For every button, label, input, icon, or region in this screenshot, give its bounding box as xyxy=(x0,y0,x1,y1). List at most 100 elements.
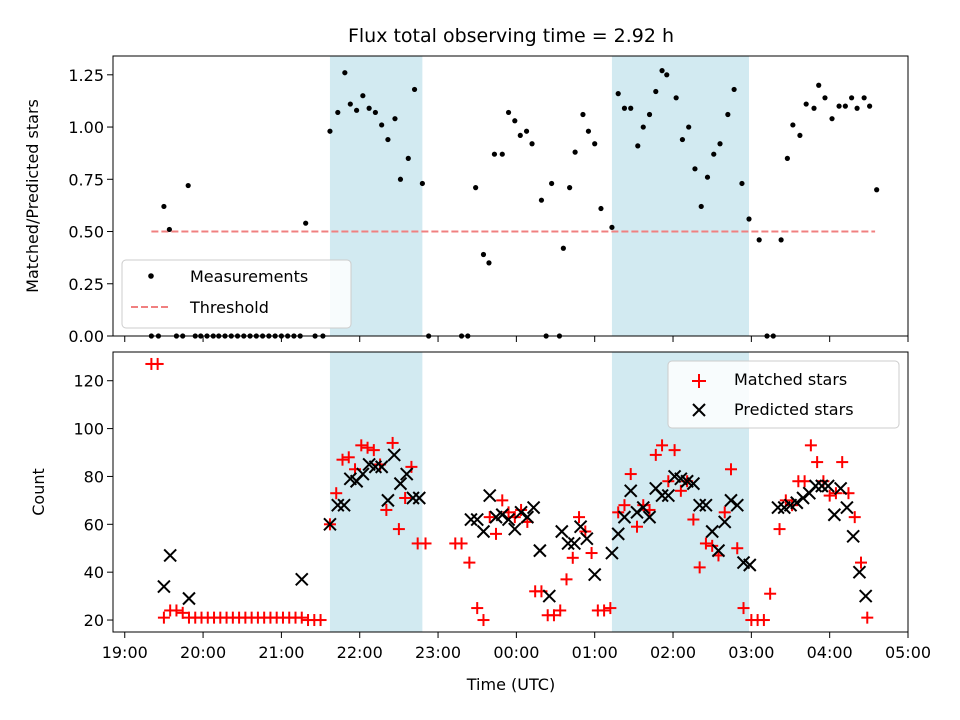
matched-star-point xyxy=(361,441,374,454)
predicted-marker-stroke xyxy=(833,481,848,496)
predicted-marker-stroke xyxy=(182,591,196,606)
matched-star-point xyxy=(861,611,874,624)
matched-star-point xyxy=(624,468,637,481)
measurement-point xyxy=(746,216,752,222)
predicted-star-point xyxy=(655,488,669,503)
predicted-star-point xyxy=(323,517,337,532)
predicted-star-point xyxy=(542,589,556,603)
predicted-star-point xyxy=(567,536,582,551)
y-tick-label: 80 xyxy=(84,467,104,486)
matched-star-point xyxy=(662,475,675,488)
predicted-marker-stroke xyxy=(381,493,395,508)
predicted-star-point xyxy=(815,479,829,493)
matched-star-point xyxy=(176,606,189,619)
top-x-ticks xyxy=(124,336,909,342)
predicted-star-point xyxy=(374,460,389,474)
x-tick-label: 00:00 xyxy=(493,643,539,662)
predicted-marker-stroke xyxy=(387,448,401,462)
bottom-y-ticks: 20 40 60 80 100 120 xyxy=(73,372,113,630)
matched-star-point xyxy=(731,542,744,555)
measurement-point xyxy=(659,68,665,74)
predicted-marker-stroke xyxy=(157,579,171,594)
measurement-point xyxy=(405,155,411,161)
predicted-star-point xyxy=(580,531,594,546)
measurement-point xyxy=(592,141,598,147)
y-tick-label: 0.00 xyxy=(68,327,104,346)
predicted-star-point xyxy=(605,546,619,560)
predicted-star-point xyxy=(356,467,370,481)
measurement-point xyxy=(704,174,711,180)
measurement-point xyxy=(379,122,385,128)
measurement-point xyxy=(397,176,404,182)
predicted-marker-stroke xyxy=(661,488,676,503)
predicted-marker-stroke xyxy=(331,498,345,512)
legend-matched-label: Matched stars xyxy=(734,370,847,389)
matched-star-point xyxy=(773,523,786,536)
matched-star-point xyxy=(405,460,418,473)
x-tick-label: 02:00 xyxy=(650,643,696,662)
y-tick-label: 100 xyxy=(73,420,104,439)
predicted-star-point xyxy=(508,522,522,536)
predicted-marker-stroke xyxy=(617,510,632,524)
measurement-point xyxy=(854,105,860,111)
predicted-marker-stroke xyxy=(655,488,669,503)
measurement-point xyxy=(609,224,615,230)
predicted-marker-stroke xyxy=(790,496,804,510)
predicted-marker-stroke xyxy=(163,548,177,563)
matched-star-point xyxy=(471,602,484,615)
predicted-star-point xyxy=(617,510,632,524)
measurement-point xyxy=(360,93,366,99)
predicted-marker-stroke xyxy=(730,498,744,512)
matched-star-point xyxy=(314,614,327,627)
measurement-point xyxy=(567,185,573,191)
predicted-star-point xyxy=(624,484,638,498)
measurement-point xyxy=(797,132,803,139)
predicted-marker-stroke xyxy=(533,543,547,558)
matched-star-point xyxy=(585,547,598,560)
measurement-point xyxy=(392,116,398,122)
matched-star-point xyxy=(757,614,770,627)
legend-predicted-label: Predicted stars xyxy=(734,400,854,419)
predicted-star-point xyxy=(705,524,719,539)
measurement-point xyxy=(711,151,717,157)
predicted-marker-stroke xyxy=(808,479,823,493)
predicted-marker-stroke xyxy=(771,500,785,515)
y-tick-label: 0.25 xyxy=(68,275,104,294)
matched-star-point xyxy=(330,487,343,500)
predicted-marker-stroke xyxy=(796,491,810,505)
measurement-point xyxy=(784,155,790,161)
predicted-marker-stroke xyxy=(337,498,351,512)
predicted-star-point xyxy=(526,500,541,515)
measurement-point xyxy=(491,151,498,157)
measurement-point xyxy=(646,111,653,118)
measurement-point xyxy=(778,237,784,243)
matched-star-point xyxy=(718,506,731,519)
matched-star-point xyxy=(386,436,399,449)
matched-star-point xyxy=(724,463,737,476)
measurement-point xyxy=(725,111,731,118)
measurement-point xyxy=(523,128,530,134)
predicted-star-point xyxy=(337,498,351,512)
predicted-marker-stroke xyxy=(846,529,860,543)
matched-star-point xyxy=(612,506,625,519)
bottom-legend: Matched stars Predicted stars xyxy=(667,360,900,429)
measurement-point xyxy=(538,197,545,203)
top-legend: Measurements Threshold xyxy=(121,259,352,329)
measurement-point xyxy=(717,141,723,147)
predicted-star-point xyxy=(771,500,785,515)
predicted-star-point xyxy=(470,512,484,527)
top-title: Flux total observing time = 2.92 h xyxy=(348,25,674,47)
predicted-marker-stroke xyxy=(561,536,575,551)
predicted-marker-stroke xyxy=(858,589,873,603)
y-tick-label: 1.25 xyxy=(68,66,104,85)
predicted-marker-stroke xyxy=(692,498,707,512)
predicted-star-point xyxy=(630,505,644,520)
predicted-star-point xyxy=(636,500,650,515)
predicted-marker-stroke xyxy=(406,491,420,505)
matched-star-point xyxy=(355,439,368,452)
matched-star-point xyxy=(798,475,811,488)
top-shaded-regions xyxy=(329,56,749,336)
measurement-point xyxy=(480,251,487,258)
measurement-point xyxy=(849,95,855,101)
matched-star-point xyxy=(547,609,560,622)
